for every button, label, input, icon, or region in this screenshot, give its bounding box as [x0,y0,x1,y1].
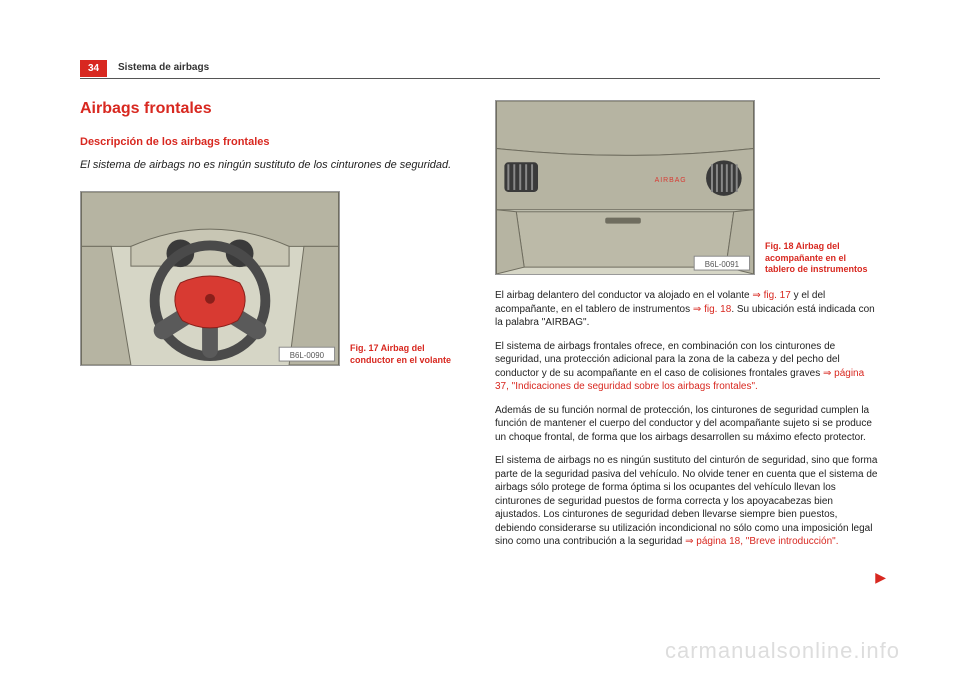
figure-ref: ⇒ fig. 18 [693,304,731,315]
text: El sistema de airbags frontales ofrece, … [495,341,840,379]
text: El airbag delantero del conductor va alo… [495,290,752,301]
figure-18-illustration: AIRBAG B6L-0091 [495,100,755,275]
paragraph-1: El airbag delantero del conductor va alo… [495,289,880,330]
svg-text:B6L-0091: B6L-0091 [705,260,739,269]
subsection-heading: Descripción de los airbags frontales [80,136,465,148]
paragraph-2: El sistema de airbags frontales ofrece, … [495,340,880,394]
figure-17-row: B6L-0090 Fig. 17 Airbag del conductor en… [80,191,465,366]
figure-17-caption: Fig. 17 Airbag del conductor en el volan… [350,343,460,366]
header-rule [80,78,880,79]
paragraph-4: El sistema de airbags no es ningún susti… [495,454,880,549]
figure-18-row: AIRBAG B6L-0091 Fig. 18 Airbag del acompa… [495,100,880,275]
figure-ref: ⇒ fig. 17 [752,290,790,301]
manual-page: 34 Sistema de airbags Airbags frontales … [0,0,960,678]
columns: Airbags frontales Descripción de los air… [80,100,880,559]
continue-icon: ▶ [875,569,886,586]
page-ref: ⇒ página 18, "Breve introducción". [685,536,838,547]
left-column: Airbags frontales Descripción de los air… [80,100,465,559]
page-number: 34 [80,60,107,77]
paragraph-3: Además de su función normal de protecció… [495,404,880,445]
header-title: Sistema de airbags [118,62,209,73]
figure-17-illustration: B6L-0090 [80,191,340,366]
svg-text:AIRBAG: AIRBAG [655,177,687,184]
figure-18-caption: Fig. 18 Airbag del acompañante en el tab… [765,241,875,275]
intro-text: El sistema de airbags no es ningún susti… [80,158,465,173]
section-heading: Airbags frontales [80,100,465,118]
svg-text:B6L-0090: B6L-0090 [290,351,325,360]
watermark: carmanualsonline.info [665,638,900,664]
right-column: AIRBAG B6L-0091 Fig. 18 Airbag del acompa… [495,100,880,559]
text: El sistema de airbags no es ningún susti… [495,455,877,547]
